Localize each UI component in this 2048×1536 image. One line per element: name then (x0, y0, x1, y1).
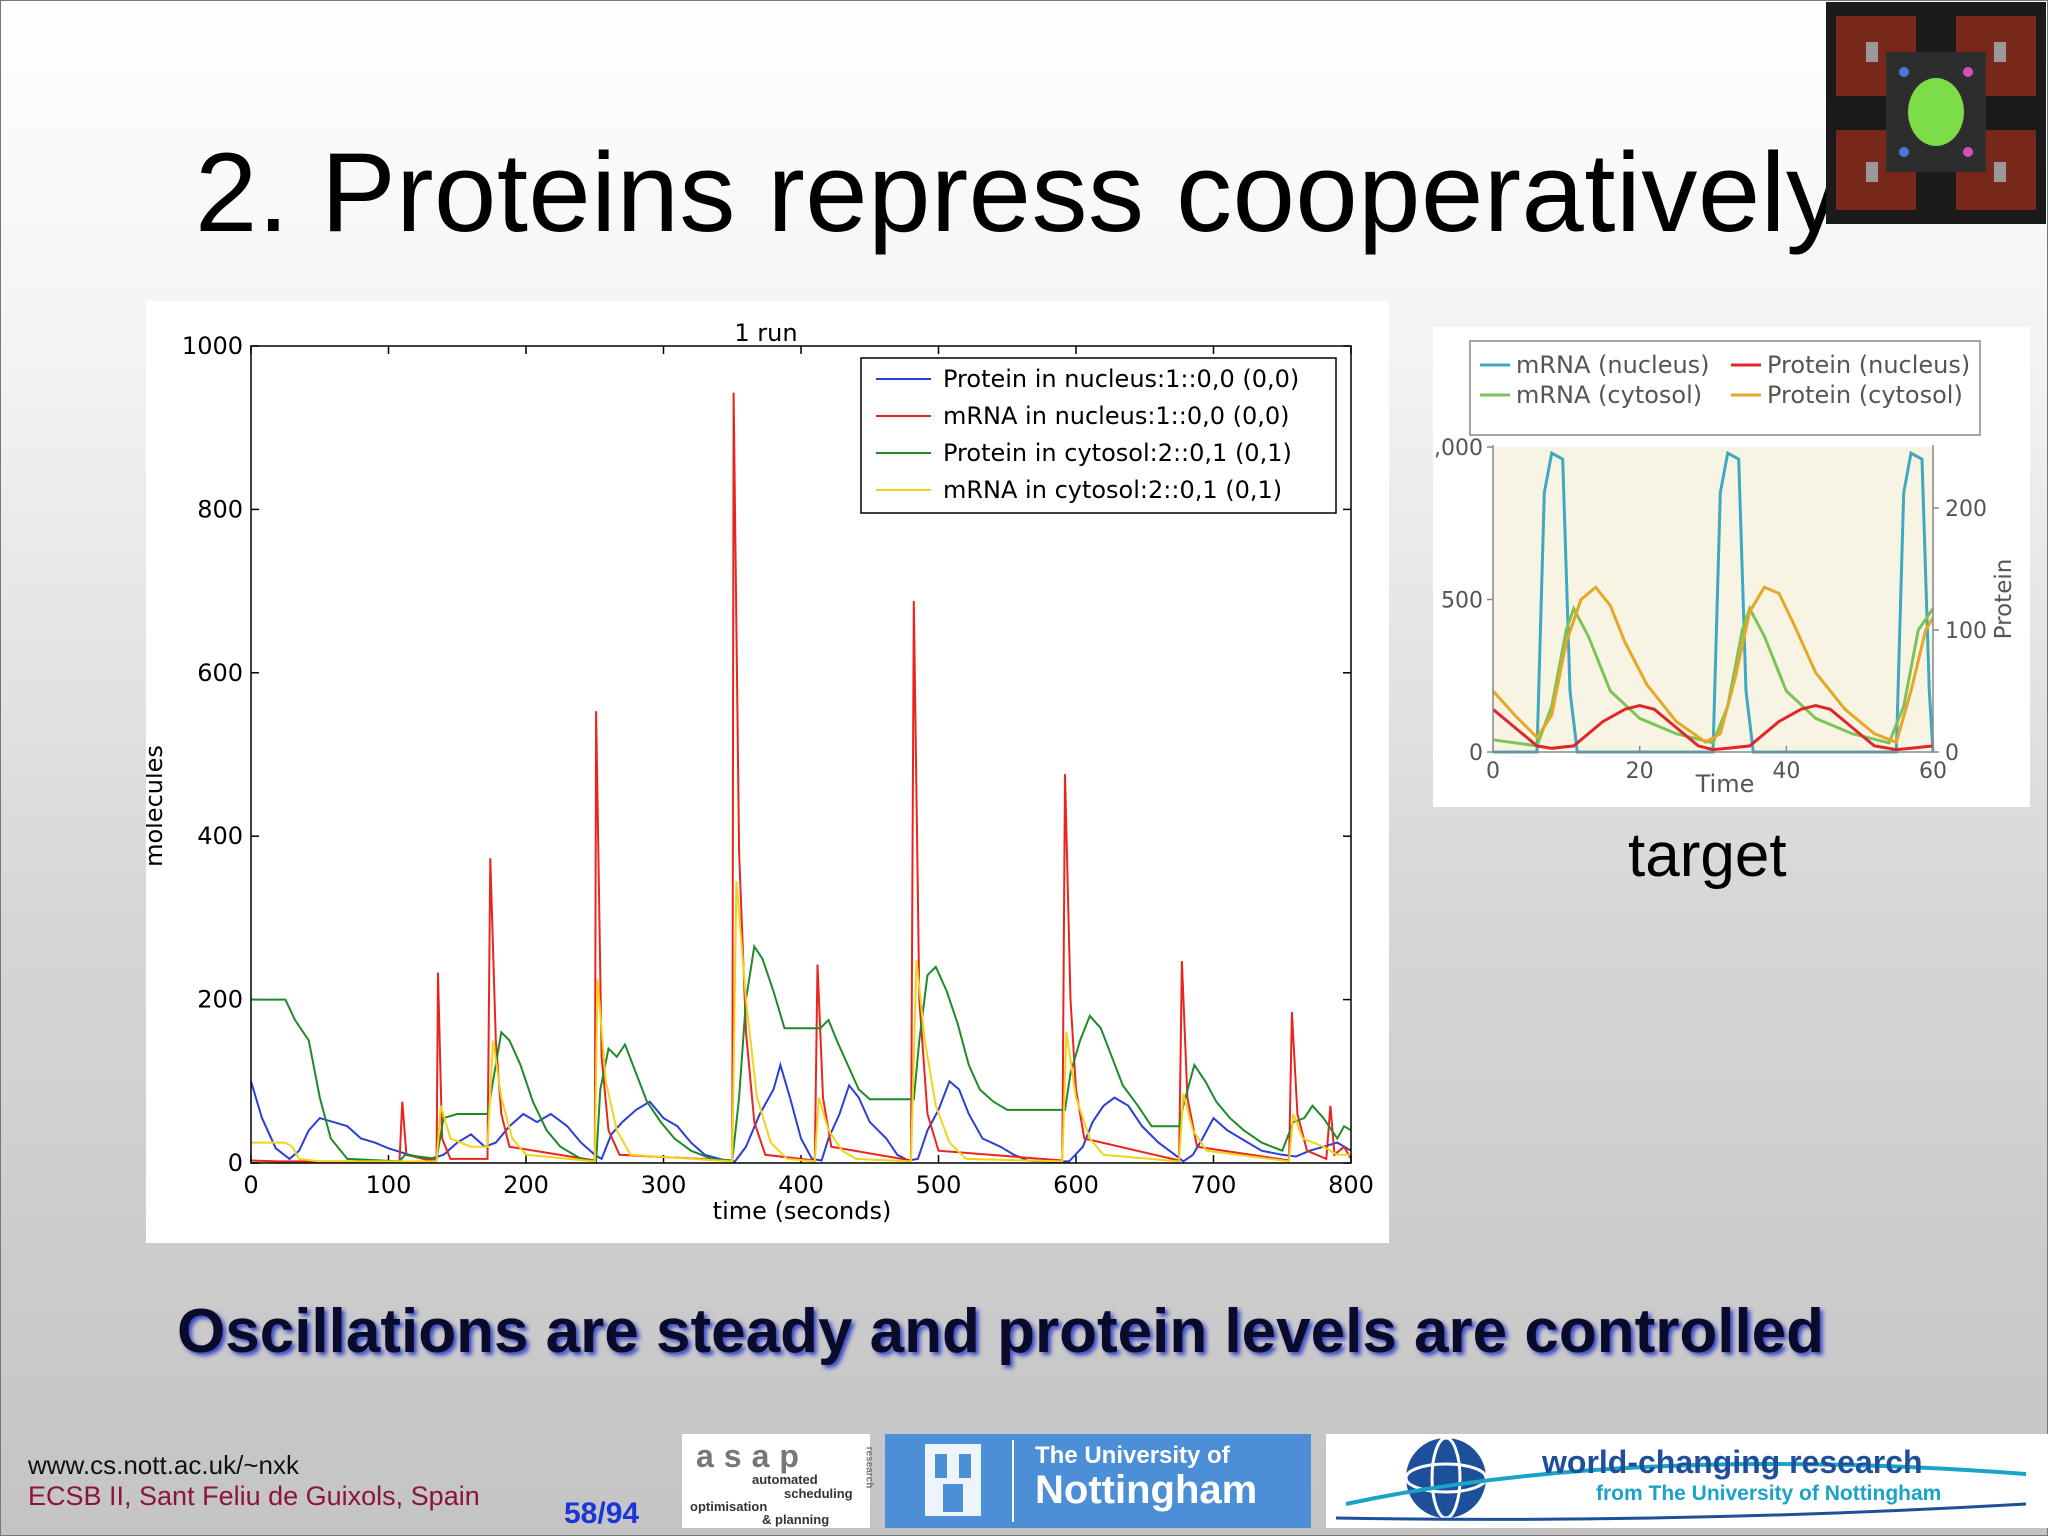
target-y2-tick-label: 100 (1945, 619, 1987, 644)
x-tick-label: 400 (778, 1171, 824, 1199)
target-series-line-2 (1492, 704, 1934, 752)
wcr-logo-line1: world-changing research (1542, 1444, 1923, 1480)
page-number: 58/94 (564, 1497, 640, 1530)
chart-plot-area (250, 345, 1352, 1164)
nottingham-logo-line1: The University of (1035, 1442, 1230, 1469)
chart-title: 1 run (734, 319, 797, 347)
target-legend-label-0: mRNA (nucleus) (1516, 351, 1710, 379)
target-x-tick-label: 60 (1919, 759, 1947, 784)
target-x-tick-label: 20 (1626, 759, 1654, 784)
target-x-tick-label: 0 (1486, 759, 1500, 784)
target-series-line-0 (1493, 450, 1935, 754)
asap-logo-line3: optimisation (690, 1499, 768, 1514)
target-legend-label-1: mRNA (cytosol) (1516, 381, 1702, 409)
legend-label-1: mRNA in nucleus:1::0,0 (0,0) (943, 402, 1290, 430)
nottingham-logo: The University of Nottingham (885, 1434, 1311, 1528)
target-y-tick-label: 0 (1469, 741, 1483, 766)
simulation-thumbnail-image (1826, 2, 2046, 224)
nottingham-crest-icon (925, 1440, 1014, 1522)
slide-subtitle: Oscillations are steady and protein leve… (177, 1297, 1825, 1366)
asap-logo-line1: automated (752, 1472, 818, 1487)
y-tick-label: 200 (197, 986, 243, 1014)
asap-logo-line4: & planning (762, 1512, 830, 1527)
y-tick-label: 800 (197, 495, 243, 523)
series-line-3 (251, 881, 1351, 1163)
y-tick-label: 0 (228, 1149, 243, 1177)
target-chart-svg: mRNA (nucleus)mRNA (cytosol) Protein (nuc… (1420, 340, 2017, 798)
target-chart: mRNA (nucleus) mRNA (cytosol) Protein (nuc… (1420, 327, 2030, 807)
target-legend: mRNA (nucleus)mRNA (cytosol) Protein (nuc… (1480, 351, 1970, 409)
asap-logo-line2: scheduling (784, 1486, 853, 1501)
target-xlabel: Time (1695, 770, 1755, 798)
simulation-thumbnail (1826, 2, 2046, 224)
y-tick-label: 600 (197, 659, 243, 687)
x-tick-label: 700 (1191, 1171, 1237, 1199)
x-tick-label: 800 (1328, 1171, 1374, 1199)
legend-label-3: mRNA in cytosol:2::0,1 (0,1) (943, 476, 1282, 504)
chart-lines (250, 392, 1352, 1163)
chart-ticks: 0 100 200 300 400 500 600 700 800 0 200 400 600 800 10… (182, 332, 1374, 1199)
x-tick-label: 200 (503, 1171, 549, 1199)
target-y-tick-label: 1,000 (1433, 436, 1483, 461)
target-series-line-3 (1491, 585, 1935, 745)
footer-conference: ECSB II, Sant Feliu de Guixols, Spain (28, 1481, 480, 1511)
y-tick-label: 400 (197, 822, 243, 850)
globe-icon (1335, 1436, 2027, 1521)
target-y2-tick-label: 0 (1945, 741, 1959, 766)
main-chart: 1 run time (seconds) molecules 0 100 200 30… (140, 301, 1389, 1243)
slide-title: 2. Proteins repress cooperatively (195, 130, 1843, 255)
x-tick-label: 500 (916, 1171, 962, 1199)
target-y2-tick-label: 200 (1945, 497, 1987, 522)
chart-xlabel: time (seconds) (713, 1197, 892, 1225)
target-legend-box (1469, 340, 1981, 436)
x-tick-label: 600 (1053, 1171, 1099, 1199)
chart-legend: Protein in nucleus:1::0,0 (0,0)mRNA in n… (860, 357, 1337, 514)
target-x-tick-label: 40 (1772, 759, 1800, 784)
x-tick-label: 0 (243, 1171, 258, 1199)
target-label: target (1628, 821, 1787, 890)
wcr-logo-line2: from The University of Nottingham (1596, 1482, 1942, 1505)
x-tick-label: 300 (641, 1171, 687, 1199)
target-lines (1491, 450, 1935, 754)
footer-url[interactable]: www.cs.nott.ac.uk/~nxk (28, 1450, 299, 1480)
legend-box (860, 357, 1337, 514)
series-line-0 (250, 1061, 1352, 1163)
main-chart-svg: 1 run time (seconds) molecules 0 100 200 30… (140, 319, 1374, 1225)
target-legend-label-3: Protein (cytosol) (1767, 381, 1963, 409)
legend-label-2: Protein in cytosol:2::0,1 (0,1) (943, 439, 1292, 467)
y-tick-label: 1000 (182, 332, 243, 360)
asap-logo-tag: research (863, 1446, 875, 1489)
target-y-tick-label: 500 (1441, 589, 1483, 614)
nottingham-logo-line2: Nottingham (1035, 1468, 1258, 1512)
target-legend-label-2: Protein (nucleus) (1767, 351, 1970, 379)
legend-label-0: Protein in nucleus:1::0,0 (0,0) (943, 365, 1299, 393)
chart-ylabel: molecules (146, 745, 168, 867)
target-ylabel-right: Protein (1991, 559, 2017, 640)
x-tick-label: 100 (366, 1171, 412, 1199)
asap-logo: asap automated scheduling optimisation &… (682, 1434, 874, 1528)
world-changing-research-logo: world-changing research from The Univers… (1326, 1434, 2048, 1528)
asap-logo-name: asap (696, 1438, 809, 1474)
